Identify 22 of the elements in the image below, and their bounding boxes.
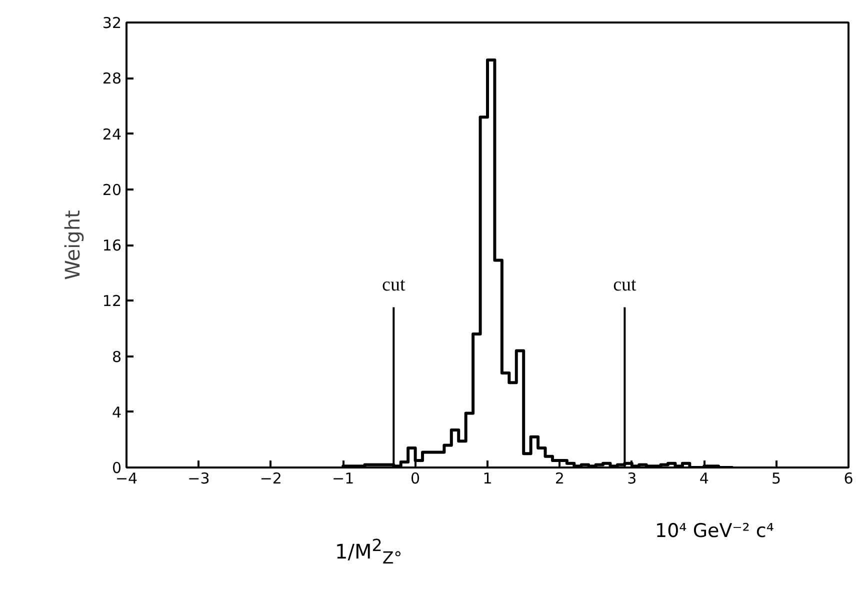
text: 10⁴ GeV⁻² c⁴ — [655, 519, 774, 544]
y-tick-label: 24 — [102, 125, 122, 144]
x-tick-label: 5 — [772, 470, 782, 488]
x-tick-label: −3 — [188, 470, 210, 488]
x-tick-label: −2 — [260, 470, 282, 488]
y-tick-label: 12 — [102, 292, 122, 310]
y-tick-label: 16 — [102, 236, 122, 254]
ref-line-label: cut — [613, 274, 638, 296]
y-tick-label: 8 — [112, 348, 122, 366]
x-tick-label: 3 — [627, 470, 637, 488]
y-tick-label: 20 — [102, 180, 122, 199]
x-tick-label: 1 — [482, 470, 492, 488]
ref-line-label: cut — [382, 274, 406, 296]
x-tick-label: −1 — [332, 470, 354, 488]
y-axis-title: Weight — [60, 210, 84, 280]
y-tick-label: 28 — [102, 70, 122, 88]
x-tick-label: 2 — [554, 470, 564, 488]
x-tick-label: 6 — [844, 470, 854, 488]
y-tick-label: 4 — [112, 403, 122, 422]
x-tick-label: 4 — [699, 470, 709, 488]
y-tick-label: 32 — [102, 14, 122, 32]
x-tick-label: 0 — [410, 470, 420, 488]
